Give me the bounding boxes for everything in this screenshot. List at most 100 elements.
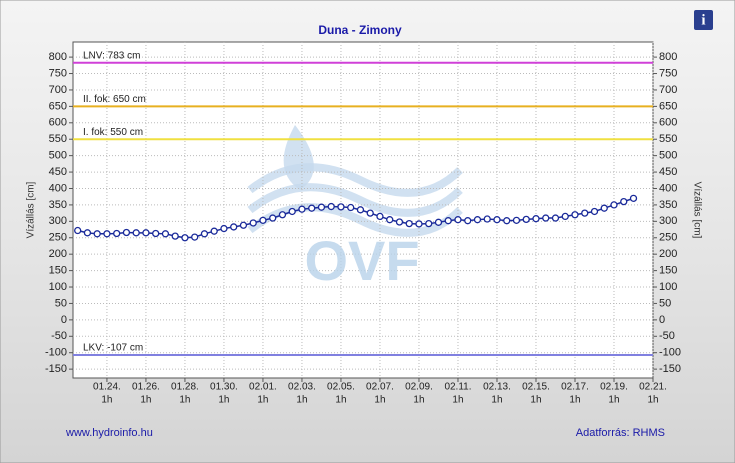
data-point (444, 217, 452, 225)
y2-tick-label: 300 (659, 215, 677, 227)
data-point (366, 209, 374, 217)
y-tick-label: 400 (49, 182, 67, 194)
data-point (152, 229, 160, 238)
data-point (464, 217, 472, 225)
x-tick-sublabel: 1h (101, 395, 112, 406)
y2-tick-label: 550 (659, 133, 677, 145)
data-point (425, 219, 433, 228)
y2-tick-label: 650 (659, 100, 677, 112)
data-point (386, 216, 394, 224)
data-point (93, 230, 101, 238)
y2-tick-label: 450 (659, 166, 677, 178)
y-tick-label: 100 (49, 281, 67, 293)
x-tick-label: 01.30. (210, 382, 238, 393)
data-point (288, 207, 296, 216)
y-tick-label: 150 (49, 265, 67, 277)
data-point (542, 214, 550, 222)
info-button[interactable] (694, 10, 713, 30)
y2-tick-label: 50 (659, 297, 671, 309)
x-tick-sublabel: 1h (179, 395, 190, 406)
y2-tick-label: 750 (659, 67, 677, 79)
y2-tick-label: 0 (659, 314, 665, 326)
data-point (113, 229, 121, 238)
y-tick-label: 750 (49, 67, 67, 79)
y2-tick-label: 200 (659, 248, 677, 260)
y2-tick-label: 100 (659, 281, 677, 293)
data-point (610, 201, 618, 209)
data-point (278, 211, 287, 219)
x-tick-sublabel: 1h (569, 395, 580, 406)
data-point (259, 216, 267, 224)
info-icon[interactable]: i (701, 12, 705, 28)
y-tick-label: 0 (61, 314, 67, 326)
y2-tick-label: 400 (659, 182, 677, 194)
footer-right: Adatforrás: RHMS (576, 427, 665, 439)
data-point (249, 219, 257, 227)
reference-label: II. fok: 650 cm (83, 94, 146, 105)
y-tick-label: 500 (49, 150, 67, 162)
data-point (376, 212, 384, 221)
x-tick-sublabel: 1h (413, 395, 424, 406)
y-tick-label: 300 (49, 215, 67, 227)
x-tick-label: 02.05. (327, 382, 355, 393)
reference-label: I. fok: 550 cm (83, 127, 143, 138)
x-tick-sublabel: 1h (296, 395, 307, 406)
data-point (629, 194, 638, 202)
x-tick-label: 01.24. (93, 382, 121, 393)
data-point (317, 203, 326, 211)
x-tick-sublabel: 1h (218, 395, 229, 406)
y-tick-label: 200 (49, 248, 67, 260)
data-point (132, 229, 140, 237)
data-point (561, 212, 569, 221)
data-point (493, 216, 501, 224)
data-point (600, 204, 608, 212)
data-point (191, 233, 199, 241)
data-point (620, 197, 628, 206)
x-tick-label: 01.26. (132, 382, 160, 393)
data-point (230, 223, 238, 231)
data-point (473, 216, 482, 224)
reference-label: LNV: 783 cm (83, 50, 140, 61)
data-point (298, 205, 306, 213)
x-tick-label: 02.03. (288, 382, 316, 393)
data-point (434, 218, 443, 226)
watermark-drop (283, 125, 314, 190)
reference-label: LKV: -107 cm (83, 343, 143, 354)
series-line (77, 197, 634, 239)
data-point (337, 203, 345, 211)
data-point (512, 216, 521, 224)
data-point (74, 226, 82, 235)
data-point (269, 214, 277, 222)
x-tick-label: 02.01. (249, 382, 277, 393)
y2-tick-label: 500 (659, 150, 677, 162)
data-point (239, 221, 248, 229)
data-point (454, 216, 462, 224)
data-point (571, 211, 579, 219)
data-point (308, 204, 316, 212)
data-point (347, 203, 355, 212)
data-point (327, 202, 335, 211)
x-tick-label: 02.15. (522, 382, 550, 393)
y-axis-label: Vízállás [cm] (26, 181, 37, 238)
data-point (220, 224, 228, 233)
x-tick-sublabel: 1h (452, 395, 463, 406)
y-tick-label: 600 (49, 117, 67, 129)
data-point (551, 214, 560, 222)
y-tick-label: -150 (45, 363, 67, 375)
x-tick-label: 02.07. (366, 382, 394, 393)
y-tick-label: -100 (45, 347, 67, 359)
x-tick-sublabel: 1h (140, 395, 151, 406)
data-point (181, 234, 189, 242)
data-point (483, 215, 491, 223)
x-tick-label: 02.19. (600, 382, 628, 393)
data-point (171, 232, 179, 240)
y2-tick-label: -150 (659, 363, 681, 375)
y2-tick-label: 700 (659, 84, 677, 96)
data-point (522, 215, 530, 224)
y2-tick-label: 250 (659, 232, 677, 244)
data-point (210, 227, 218, 235)
data-point (356, 206, 365, 214)
data-point (161, 230, 170, 238)
x-tick-label: 02.13. (483, 382, 511, 393)
x-tick-sublabel: 1h (257, 395, 268, 406)
